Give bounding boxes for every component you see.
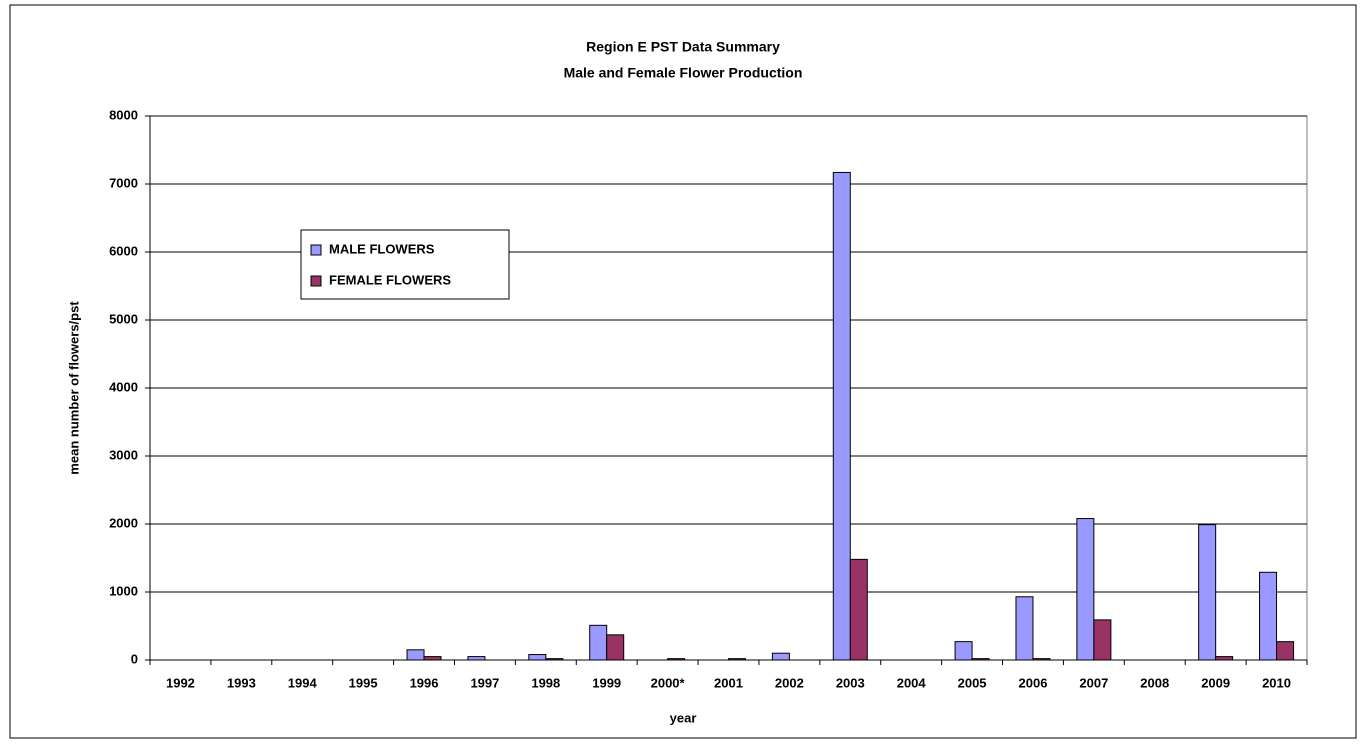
x-tick-label: 2000*: [651, 675, 686, 690]
bar: [545, 658, 564, 661]
legend-label: MALE FLOWERS: [329, 241, 435, 256]
bar: [832, 171, 851, 661]
x-tick-label: 2006: [1019, 675, 1048, 690]
bar: [771, 652, 790, 661]
bar: [1032, 658, 1051, 661]
bar: [1215, 656, 1234, 661]
x-tick-label: 1999: [592, 675, 621, 690]
x-tick-label: 1994: [288, 675, 318, 690]
y-tick-label: 2000: [109, 515, 138, 530]
x-tick-label: 1993: [227, 675, 256, 690]
bar: [1259, 571, 1278, 661]
y-tick-label: 8000: [109, 107, 138, 122]
x-tick-label: 1992: [166, 675, 195, 690]
y-tick-label: 7000: [109, 175, 138, 190]
bar: [589, 624, 608, 661]
bar: [1076, 518, 1095, 661]
bar: [849, 558, 868, 661]
x-axis-label: year: [670, 710, 697, 725]
bar: [423, 656, 442, 661]
y-tick-label: 5000: [109, 311, 138, 326]
bar: [1198, 524, 1217, 661]
bar: [954, 641, 973, 661]
x-tick-label: 1998: [531, 675, 560, 690]
chart-title: Region E PST Data Summary: [586, 39, 780, 55]
bar: [528, 654, 547, 661]
bar: [728, 658, 746, 661]
bar: [467, 656, 486, 661]
x-tick-label: 1997: [470, 675, 499, 690]
x-tick-label: 1996: [410, 675, 439, 690]
legend-swatch: [310, 244, 322, 256]
y-tick-label: 3000: [109, 447, 138, 462]
x-tick-label: 2004: [897, 675, 927, 690]
bar: [971, 658, 990, 661]
x-tick-label: 2001: [714, 675, 743, 690]
x-tick-label: 2009: [1201, 675, 1230, 690]
y-tick-label: 4000: [109, 379, 138, 394]
bar: [406, 649, 425, 661]
y-tick-label: 6000: [109, 243, 138, 258]
legend-label: FEMALE FLOWERS: [329, 272, 451, 287]
bar: [1093, 619, 1112, 661]
x-tick-label: 2003: [836, 675, 865, 690]
x-tick-label: 2010: [1262, 675, 1291, 690]
y-tick-label: 0: [131, 651, 138, 666]
legend-swatch: [310, 275, 322, 287]
legend-box: [300, 229, 510, 300]
y-axis-label: mean number of flowers/pst: [66, 301, 81, 475]
x-tick-label: 2005: [958, 675, 987, 690]
x-tick-label: 2008: [1140, 675, 1169, 690]
bar: [606, 634, 625, 661]
x-tick-label: 1995: [349, 675, 378, 690]
bar: [1276, 641, 1295, 661]
x-tick-label: 2007: [1079, 675, 1108, 690]
x-tick-label: 2002: [775, 675, 804, 690]
bar: [667, 658, 686, 661]
y-tick-label: 1000: [109, 583, 138, 598]
bar: [1015, 596, 1034, 661]
chart-subtitle: Male and Female Flower Production: [564, 65, 803, 81]
